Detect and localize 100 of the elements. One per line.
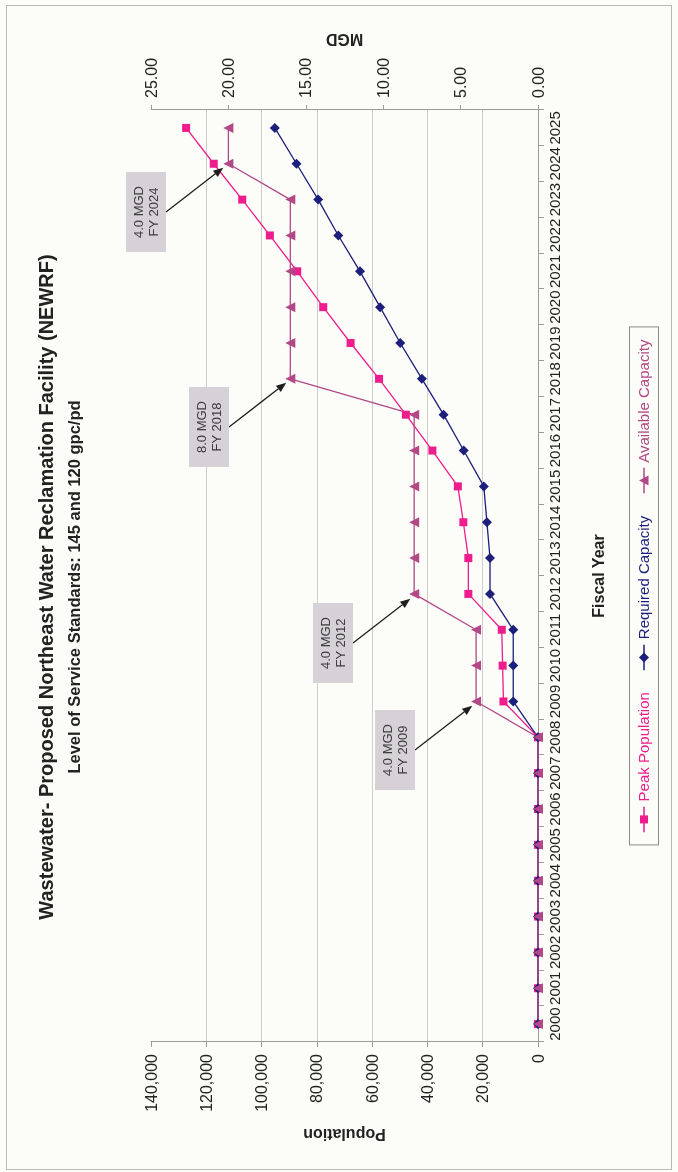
point (313, 194, 324, 205)
point (508, 660, 519, 671)
y-tick-label: 2018 (546, 362, 563, 396)
x-axis-title: Population (303, 1125, 386, 1143)
point (223, 158, 234, 169)
point (459, 518, 468, 527)
y-tick-label: 2002 (546, 935, 563, 970)
x-tick-label: 100,000 (253, 1053, 271, 1112)
point (354, 266, 365, 277)
point (238, 195, 247, 204)
point (428, 446, 437, 455)
y-tick-label: 2014 (546, 505, 563, 539)
y-tick-label: 2005 (546, 828, 563, 862)
point (285, 266, 296, 277)
y-tick-label: 2008 (546, 720, 563, 754)
point (409, 588, 420, 599)
point (471, 696, 482, 707)
point (265, 231, 274, 240)
point (285, 194, 296, 205)
point (471, 624, 482, 635)
y-tick-label: 2023 (546, 182, 563, 217)
x-tick-label: 80,000 (308, 1053, 326, 1103)
y-tick-label: 2001 (546, 971, 563, 1005)
annotation: 4.0 MGD FY 2024 (126, 171, 166, 253)
point (333, 230, 344, 241)
point (453, 482, 462, 491)
y-tick-label: 2019 (546, 326, 563, 360)
point (499, 697, 508, 706)
y-tick-label: 2006 (546, 792, 563, 826)
point (285, 302, 296, 313)
y-tick-label: 2016 (546, 433, 563, 468)
x-tick-label: 20,000 (474, 1053, 492, 1103)
point (285, 338, 296, 348)
point (409, 553, 420, 564)
point (497, 625, 506, 634)
x2-tick-label: 0.00 (529, 66, 547, 98)
y-tick-label: 2025 (546, 111, 563, 145)
point (375, 302, 386, 313)
point (458, 445, 469, 456)
x-tick-label: 120,000 (197, 1053, 215, 1112)
y-tick-label: 2009 (546, 684, 563, 719)
y-tick-label: 2020 (546, 290, 563, 324)
point (464, 554, 473, 563)
point (401, 410, 410, 419)
point (291, 158, 302, 169)
point (346, 339, 355, 347)
annotation: 4.0 MGD FY 2012 (313, 602, 353, 684)
point (223, 122, 234, 133)
point (285, 230, 296, 241)
x-tick-label: 60,000 (363, 1053, 381, 1103)
point (319, 303, 328, 312)
point (508, 624, 519, 635)
y-tick-label: 2021 (546, 254, 563, 288)
point (485, 553, 496, 564)
y-tick-label: 2003 (546, 899, 563, 934)
annotation: 8.0 MGD FY 2018 (189, 386, 229, 468)
point (471, 660, 482, 671)
point (285, 373, 296, 384)
point (409, 481, 420, 492)
x-tick-label: 0 (529, 1053, 547, 1063)
y-tick-label: 2007 (546, 756, 563, 790)
point (409, 409, 420, 420)
x2-tick-label: 25.00 (142, 57, 160, 98)
legend-frame: Peak Population Required Capacity Available Capacity (629, 326, 659, 846)
point (409, 445, 420, 456)
point (209, 159, 218, 168)
point (478, 481, 489, 492)
y-tick-label: 2024 (546, 147, 563, 181)
point (498, 661, 507, 670)
x-tick-label: 140,000 (142, 1053, 160, 1112)
annotation: 4.0 MGD FY 2009 (375, 709, 415, 791)
y-axis-title: Fiscal Year (589, 534, 607, 618)
x2-axis-title: MGD (325, 30, 364, 48)
point (464, 589, 473, 598)
y-tick-label: 2011 (546, 613, 563, 646)
text: Level of Service Standards: 145 and 120 gpc/pd (65, 400, 83, 774)
point (485, 588, 496, 599)
point (269, 122, 280, 133)
x-tick-label: 40,000 (418, 1053, 436, 1103)
point (409, 517, 420, 528)
point (395, 338, 406, 348)
x2-tick-label: 20.00 (219, 57, 237, 98)
x2-tick-label: 5.00 (452, 66, 470, 98)
y-tick-label: 2000 (546, 1007, 563, 1041)
point (416, 373, 427, 384)
y-tick-label: 2017 (546, 398, 563, 432)
y-tick-label: 2010 (546, 648, 563, 683)
y-tick-label: 2022 (546, 218, 563, 253)
point (438, 409, 449, 420)
point (182, 123, 191, 132)
x2-tick-label: 15.00 (297, 57, 315, 98)
y-tick-label: 2015 (546, 469, 563, 504)
y-tick-label: 2013 (546, 541, 563, 575)
point (375, 374, 384, 383)
point (508, 696, 519, 707)
x2-tick-label: 10.00 (374, 57, 392, 98)
y-tick-label: 2004 (546, 864, 563, 898)
text: Wastewater- Proposed Northeast Water Reclamation Facility (NEWRF) (35, 254, 57, 920)
y-tick-label: 2012 (546, 577, 563, 611)
point (481, 517, 492, 528)
